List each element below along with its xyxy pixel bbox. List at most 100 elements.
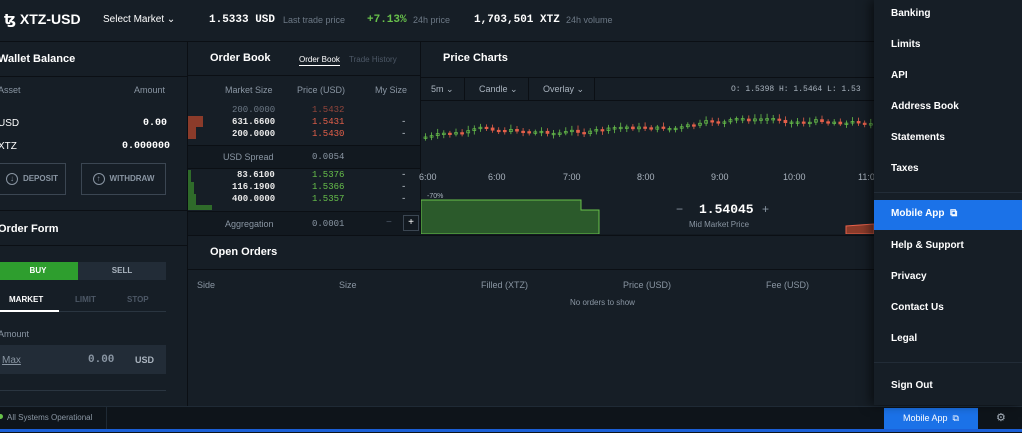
ask-size: 631.6600 — [232, 117, 276, 127]
sell-tab[interactable]: SELL — [78, 262, 166, 280]
tab-limit[interactable]: LIMIT — [75, 295, 96, 304]
select-market-button[interactable]: Select Market ⌄ — [103, 14, 175, 25]
plus-icon[interactable]: + — [403, 215, 419, 231]
candle-body — [807, 121, 812, 125]
deposit-label: DEPOSIT — [22, 174, 59, 183]
menu-item-taxes[interactable]: Taxes — [891, 163, 919, 174]
zoom-in-icon[interactable]: + — [762, 202, 770, 216]
last-price: 1.5333 USD — [209, 14, 276, 26]
ask-row[interactable]: 631.6600 1.5431 - — [188, 117, 420, 129]
candle-body — [533, 131, 538, 134]
external-link-icon: ⧉ — [952, 413, 959, 423]
tab-trade-history[interactable]: Trade History — [349, 55, 397, 64]
aggregation-value: 0.0001 — [312, 219, 345, 229]
candle-body — [435, 133, 440, 137]
bid-price: 1.5357 — [312, 194, 345, 204]
menu-item-contact-us[interactable]: Contact Us — [891, 302, 944, 313]
bid-size: 116.1900 — [232, 182, 276, 192]
chevron-down-icon: ⌄ — [446, 84, 454, 94]
tab-active-indicator — [0, 310, 59, 312]
candle-body — [771, 118, 776, 121]
chart-type-select[interactable]: Candle ⌄ — [469, 78, 529, 100]
gear-icon[interactable]: ⚙ — [996, 412, 1006, 424]
spread-value: 0.0054 — [312, 152, 345, 162]
amount-xtz: 0.000000 — [122, 141, 171, 152]
pair-title[interactable]: ꜩ XTZ-USD — [4, 11, 81, 28]
status-text[interactable]: All Systems Operational — [7, 413, 93, 422]
aggregation-label: Aggregation — [225, 219, 274, 229]
divider — [0, 210, 187, 211]
time-tick: 11:0 — [858, 172, 875, 182]
tab-order-book[interactable]: Order Book — [299, 55, 340, 66]
col-price: Price (USD) — [623, 280, 672, 290]
arrow-down-circle-icon: ↓ — [5, 172, 18, 185]
mid-market-price: 1.54045 — [699, 202, 754, 217]
ask-depth-bar — [188, 127, 196, 139]
overlay-select[interactable]: Overlay ⌄ — [533, 78, 596, 100]
bid-row[interactable]: 83.6100 1.5376 - — [188, 170, 420, 182]
candle-body — [795, 121, 800, 124]
candle-body — [448, 132, 452, 135]
menu-item-api[interactable]: API — [891, 70, 908, 81]
candle-body — [643, 126, 647, 129]
candle-body — [734, 118, 739, 121]
zoom-out-icon[interactable]: − — [676, 202, 684, 216]
bid-row[interactable]: 116.1900 1.5366 - — [188, 182, 420, 194]
candle-body — [582, 132, 586, 135]
ask-row[interactable]: 200.0000 1.5430 - — [188, 129, 420, 141]
order-book-panel: Order Book Order Book Trade History Mark… — [188, 42, 421, 235]
divider — [421, 77, 1022, 78]
mid-market-label: Mid Market Price — [689, 220, 750, 229]
tab-market[interactable]: MARKET — [9, 295, 44, 304]
mobile-app-button[interactable]: Mobile App ⧉ — [884, 408, 978, 429]
amount-input[interactable]: Max 0.00 USD — [0, 345, 166, 374]
price-change: +7.13% — [367, 14, 407, 26]
ohlc-readout: O: 1.5398 H: 1.5464 L: 1.53 — [731, 85, 861, 94]
candle-body — [527, 131, 532, 134]
time-tick: 6:00 — [488, 172, 506, 182]
bid-my-size: - — [401, 170, 407, 180]
candle-body — [624, 126, 629, 129]
menu-mobile-app-label: Mobile App — [891, 208, 945, 219]
candle-body — [423, 136, 428, 139]
max-link[interactable]: Max — [2, 355, 21, 366]
bid-size: 400.0000 — [232, 194, 276, 204]
buy-tab[interactable]: BUY — [0, 262, 78, 280]
col-filled: Filled (XTZ) — [481, 280, 528, 290]
menu-item-banking[interactable]: Banking — [891, 8, 931, 19]
candle-body — [441, 132, 446, 135]
menu-item-help-support[interactable]: Help & Support — [891, 240, 964, 251]
menu-item-statements[interactable]: Statements — [891, 132, 945, 143]
candle-body — [576, 129, 580, 133]
account-menu: Banking Limits API Address Book Statemen… — [874, 0, 1022, 405]
volume-label: 24h volume — [566, 15, 613, 25]
candle-body — [856, 121, 861, 124]
candle-body — [496, 129, 501, 133]
menu-item-privacy[interactable]: Privacy — [891, 271, 927, 282]
top-bar: ꜩ XTZ-USD Select Market ⌄ 1.5333 USD Las… — [0, 0, 1022, 42]
minus-icon[interactable]: − — [386, 217, 392, 228]
bid-row[interactable]: 400.0000 1.5357 - — [188, 194, 420, 206]
menu-item-mobile-app[interactable]: Mobile App ⧉ — [874, 200, 1022, 230]
menu-item-legal[interactable]: Legal — [891, 333, 918, 344]
candle-body — [716, 121, 721, 124]
deposit-button[interactable]: ↓ DEPOSIT — [0, 163, 66, 195]
chart-type-label: Candle — [479, 84, 508, 94]
candle-body — [698, 122, 702, 126]
menu-item-address-book[interactable]: Address Book — [891, 101, 959, 112]
select-market-label: Select Market — [103, 14, 165, 25]
interval-select[interactable]: 5m ⌄ — [421, 78, 465, 100]
withdraw-button[interactable]: ↑ WITHDRAW — [81, 163, 166, 195]
candle-body — [460, 132, 464, 135]
menu-divider — [874, 192, 1022, 193]
candle-body — [832, 121, 837, 124]
tab-stop[interactable]: STOP — [127, 295, 149, 304]
divider — [421, 100, 1022, 101]
candle-body — [509, 129, 513, 132]
menu-item-limits[interactable]: Limits — [891, 39, 921, 50]
wallet-title: Wallet Balance — [0, 53, 76, 65]
ask-row[interactable]: 200.0000 1.5432 — [188, 105, 420, 117]
candle-chart[interactable] — [421, 101, 874, 163]
amount-usd: 0.00 — [143, 118, 168, 129]
menu-item-sign-out[interactable]: Sign Out — [891, 380, 933, 391]
